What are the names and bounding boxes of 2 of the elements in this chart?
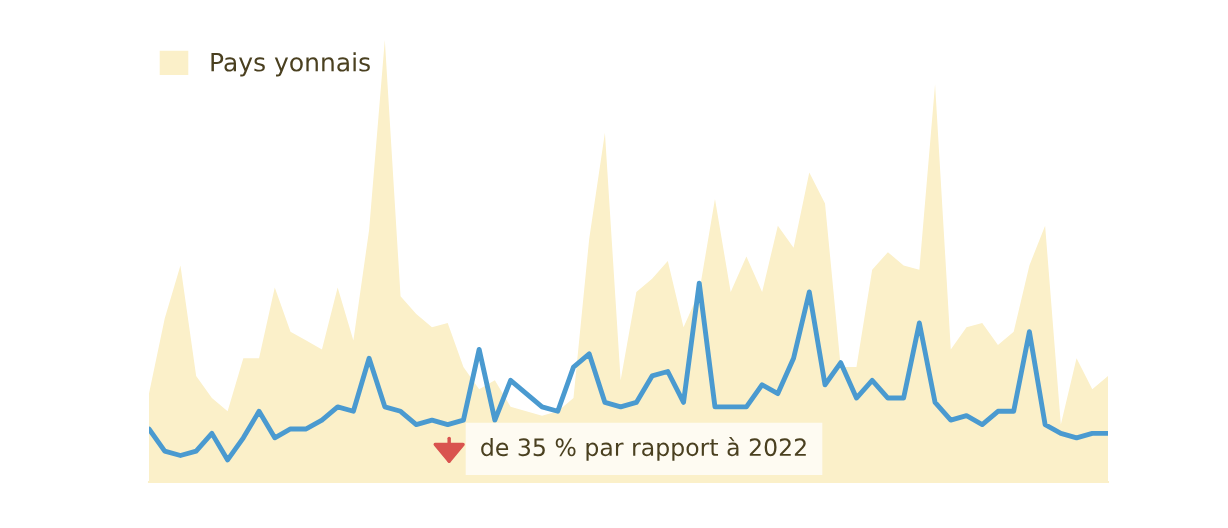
legend-label: Pays yonnais [211, 52, 370, 77]
annotation: de 35 % par rapport à 2022 [481, 436, 806, 461]
